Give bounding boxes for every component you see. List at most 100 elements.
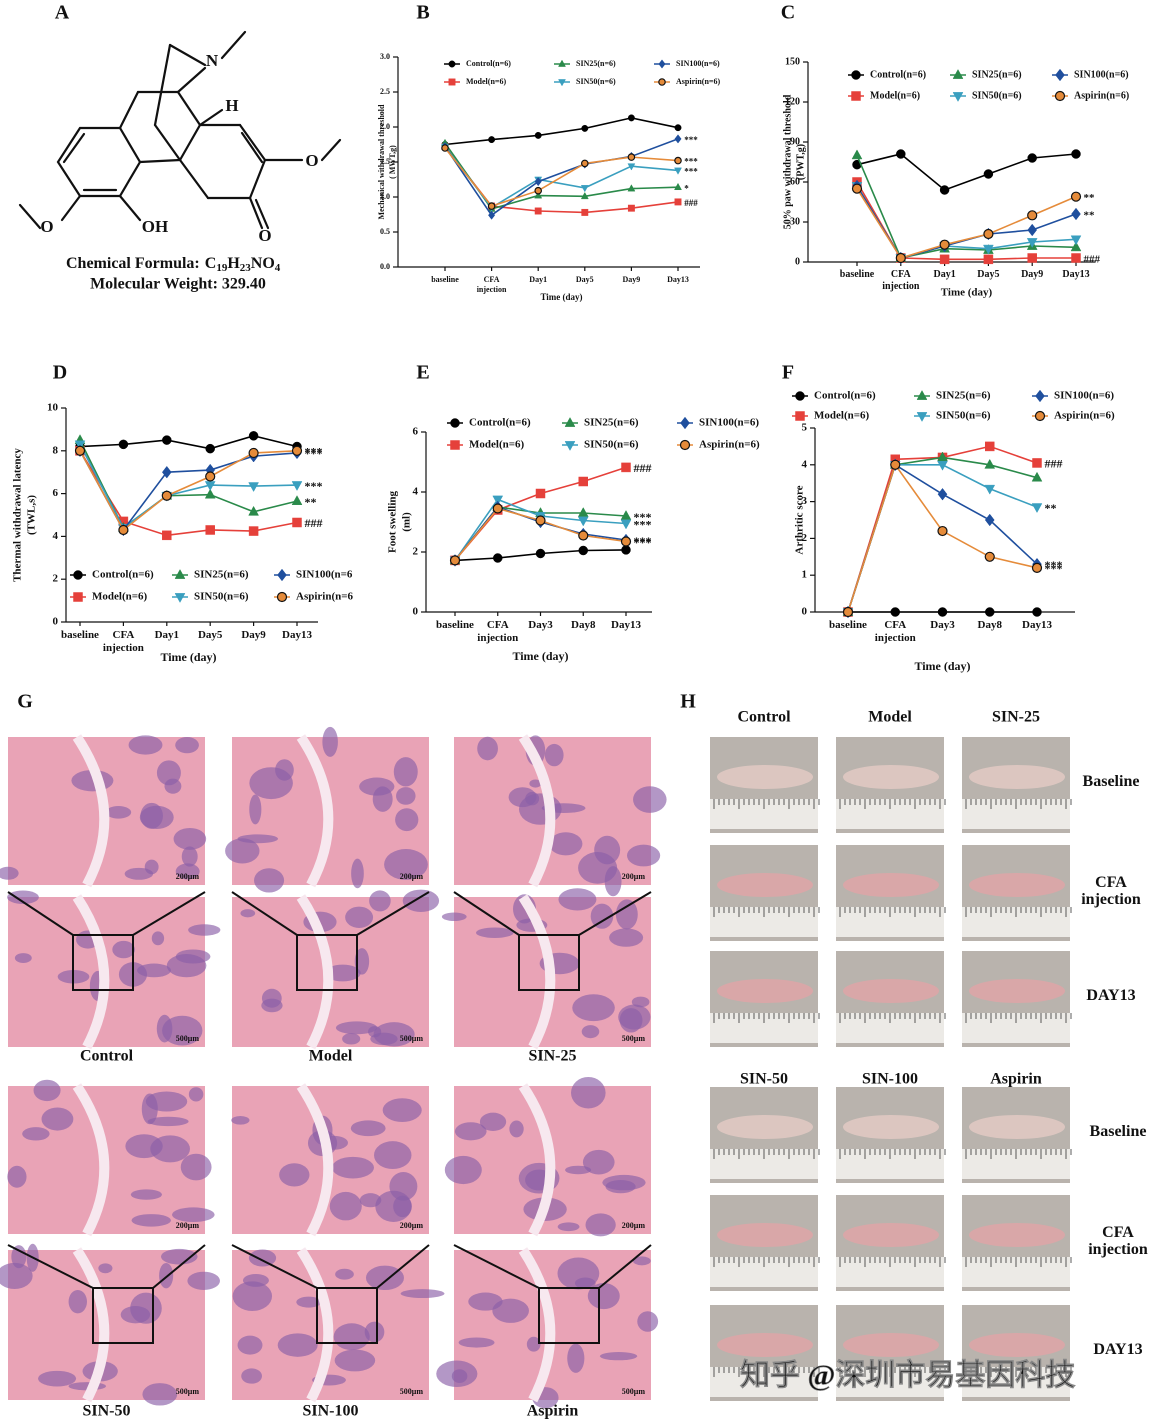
zoom-line [7,1244,94,1289]
tissue [11,1245,27,1269]
series-line [79,439,298,530]
paw [969,873,1065,897]
tissue [160,1248,198,1265]
tissue [359,1193,382,1208]
marker [535,488,546,499]
x-tick-label: Day3 [528,619,553,631]
marker [161,490,172,501]
tissue [396,787,416,805]
atom-label: OH [142,217,168,236]
zoom-line [132,891,206,936]
y-tick-label: 120 [785,96,800,107]
tissue [188,924,221,936]
panel-letter: G [17,691,33,713]
y-axis-label: (ml) [401,512,413,532]
tissue [393,757,418,787]
x-tick-label: Day5 [198,629,223,641]
legend-label: Model(n=6) [469,439,524,451]
significance: *** [684,157,698,167]
marker [658,78,666,86]
atom-label: O [258,226,271,245]
marker [248,447,259,459]
marker [1026,238,1038,248]
x-tick-label: Day9 [1021,269,1043,280]
marker [658,59,666,69]
tissue [364,1321,385,1343]
zoom-line [231,1244,318,1289]
tissue [173,827,207,850]
tissue [164,778,182,794]
tissue [147,1116,189,1127]
zoom-line [578,891,652,936]
zoom-line [376,1244,430,1289]
y-tick-label: 10 [47,402,59,414]
tissue [631,996,650,1008]
paw [843,1223,939,1247]
row-label: DAY13 [1093,1341,1142,1358]
marker [952,69,964,79]
tissue [241,1368,262,1384]
marker [449,555,461,566]
panel-letter: B [416,2,429,24]
tissue [384,849,428,880]
cartilage [296,734,334,888]
tissue [557,1222,580,1232]
series-line [79,450,298,537]
series-line [856,153,1077,191]
tissue [585,1213,616,1237]
marker [674,124,682,132]
marker [851,70,861,80]
marker [983,228,994,240]
chart: D 0 2 4 6 8 10 Time (day) Thermal withdrawal lat… [12,362,354,664]
marker [627,114,635,122]
x-tick-label: Day5 [576,275,594,284]
marker [580,185,589,193]
marker [842,606,854,618]
tissue [587,1282,620,1310]
x-tick-label: baseline [436,619,474,631]
y-axis-label: (TWL,s) [26,495,38,535]
marker [1034,410,1046,422]
marker [916,390,928,400]
tissue [162,1015,203,1046]
marker [680,416,690,430]
y-tick-label: 2.0 [380,122,390,131]
cartilage [72,894,110,1050]
panel-letter: D [53,362,67,384]
tissue [627,844,661,867]
paw [717,1115,813,1139]
y-tick-label: 60 [790,176,800,187]
scale-label: 200μm [400,1221,424,1230]
y-tick-label: 30 [790,216,800,227]
x-tick-label: Day8 [978,619,1003,631]
marker [1031,503,1043,514]
marker [983,169,994,179]
legend-label: SIN100(n=6) [1074,69,1129,80]
scale-label: 200μm [622,1221,646,1230]
significance: ### [634,461,652,475]
tissue [476,927,514,938]
legend-label: SIN25(n=6) [972,69,1022,80]
marker [627,153,636,161]
paw [717,873,813,897]
tissue [175,949,211,964]
x-tick-label: Day13 [667,275,689,284]
tissue [261,988,282,1008]
marker [577,507,589,517]
atom-label: H [225,96,238,115]
formula-part: 4 [275,262,281,274]
y-axis-label: Mechanical withdrawal threshold [377,104,386,220]
marker [795,411,805,421]
marker [795,391,805,401]
series-line [847,463,1038,613]
marker [581,124,589,132]
zoom-box [296,934,358,991]
marker [674,134,682,144]
x-tick-label: CFA injection [477,275,507,294]
zoom-box [72,934,134,991]
tissue [231,1116,250,1125]
marker [620,510,632,520]
legend-label: Model(n=6) [466,77,506,86]
x-tick-label: Day1 [529,275,547,284]
x-tick-label: CFA injection [875,619,916,644]
